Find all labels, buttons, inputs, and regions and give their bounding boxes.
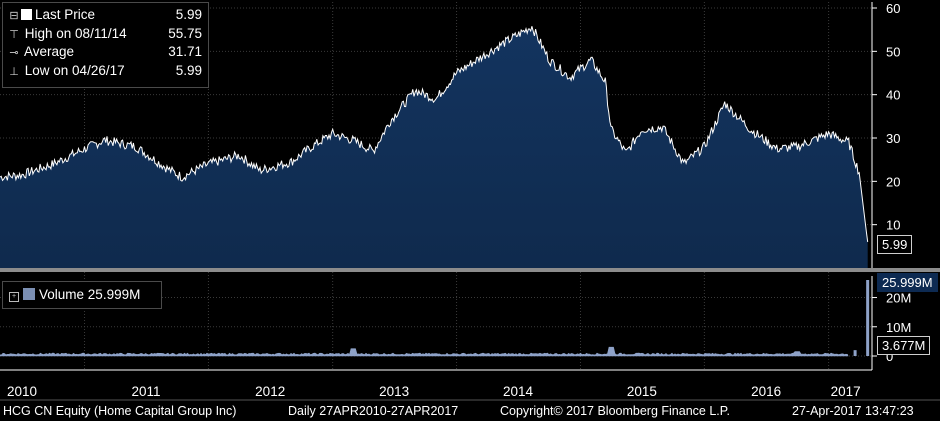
- price-area-fill: [0, 26, 868, 269]
- volume-tick-label: 10M: [886, 320, 911, 335]
- legend-label: Low on 04/26/17: [24, 62, 125, 78]
- security-name: HCG CN Equity (Home Capital Group Inc): [3, 404, 237, 418]
- volume-legend: + Volume 25.999M: [2, 281, 162, 309]
- date-range: Daily 27APR2010-27APR2017: [288, 404, 459, 418]
- legend-row-low: ⊥ Low on 04/26/17 5.99: [7, 62, 208, 81]
- volume-spike-bar: [866, 280, 870, 356]
- price-tick-label: 20: [886, 174, 900, 189]
- x-tick-label: 2014: [503, 384, 534, 399]
- price-tick-label: 40: [886, 88, 900, 103]
- legend-value: 5.99: [175, 62, 202, 78]
- timestamp: 27-Apr-2017 13:47:23: [792, 404, 914, 418]
- copyright-text: Copyright© 2017 Bloomberg Finance L.P.: [500, 404, 730, 418]
- price-tick-label: 30: [886, 131, 900, 146]
- legend-row-high: ⊤ High on 08/11/14 55.75: [7, 25, 208, 44]
- footer-bar: HCG CN Equity (Home Capital Group Inc) D…: [0, 401, 940, 421]
- x-tick-label: 2017: [831, 384, 861, 399]
- x-tick-label: 2011: [131, 384, 160, 399]
- volume-tick-label: 0: [886, 349, 893, 364]
- high-marker-icon: ⊤: [9, 28, 19, 41]
- price-tag: 5.99: [877, 235, 913, 254]
- volume-legend-label: Volume: [39, 287, 85, 302]
- volume-bar: [853, 350, 857, 356]
- x-tick-label: 2013: [379, 384, 409, 399]
- square-icon: [23, 288, 35, 300]
- price-series-line: [0, 26, 869, 243]
- x-tick-label: 2010: [7, 384, 37, 399]
- price-legend: ⊟ Last Price 5.99 ⊤ High on 08/11/14 55.75 …: [2, 2, 209, 88]
- volume-average-tag: 3.677M: [877, 336, 931, 355]
- collapse-icon[interactable]: +: [9, 292, 19, 302]
- x-tick-label: 2016: [751, 384, 781, 399]
- legend-value: 31.71: [168, 44, 202, 59]
- legend-row-last-price: ⊟ Last Price 5.99: [7, 6, 208, 25]
- legend-value: 5.99: [175, 7, 202, 22]
- collapse-icon[interactable]: ⊟: [9, 10, 19, 22]
- volume-area: [0, 346, 849, 357]
- volume-tick-label: 20M: [886, 291, 911, 306]
- price-tick-label: 10: [886, 218, 900, 233]
- volume-high-tag: 25.999M: [877, 273, 938, 292]
- legend-row-average: ⊸ Average 31.71: [7, 43, 208, 62]
- low-marker-icon: ⊥: [9, 65, 19, 78]
- x-tick-label: 2015: [627, 384, 657, 399]
- legend-value: 55.75: [168, 25, 202, 41]
- price-tick-label: 50: [886, 44, 900, 59]
- legend-label: Average: [24, 44, 75, 59]
- price-tick-label: 60: [886, 1, 900, 16]
- legend-label: High on 08/11/14: [24, 25, 127, 41]
- average-marker-icon: ⊸: [9, 47, 19, 59]
- pane-separator: [0, 268, 940, 272]
- square-icon: [21, 9, 32, 20]
- legend-label: Last Price: [35, 7, 96, 22]
- x-tick-label: 2012: [255, 384, 285, 399]
- volume-legend-value: 25.999M: [87, 287, 141, 302]
